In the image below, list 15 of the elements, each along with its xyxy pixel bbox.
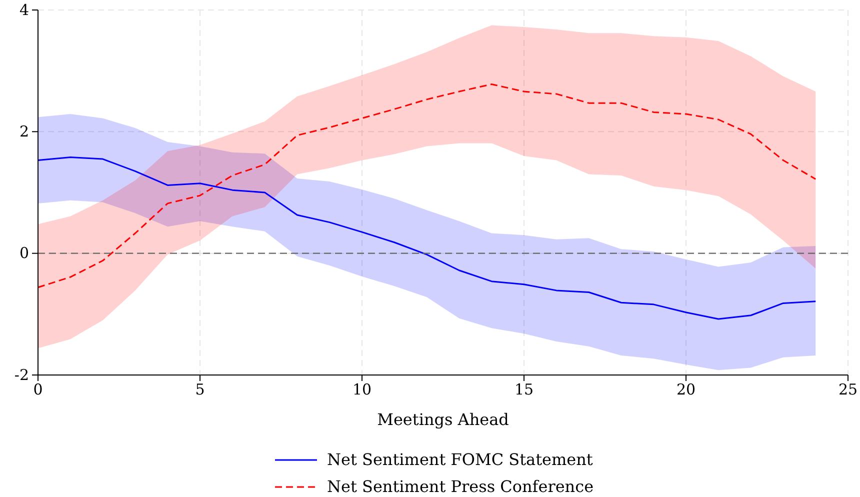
y-tick-label: 2 xyxy=(19,122,29,140)
y-tick-label: -2 xyxy=(14,366,29,384)
x-tick-label: 15 xyxy=(514,380,534,399)
x-axis-title: Meetings Ahead xyxy=(377,410,509,429)
line-series xyxy=(37,156,816,320)
x-tick-label: 0 xyxy=(33,380,43,399)
y-tick-label: 4 xyxy=(19,0,29,19)
x-tick-label: 25 xyxy=(838,380,858,399)
legend-label: Net Sentiment Press Conference xyxy=(327,477,594,496)
y-tick-label: 0 xyxy=(19,244,29,262)
x-tick-label: 20 xyxy=(676,380,696,399)
legend-label: Net Sentiment FOMC Statement xyxy=(327,450,594,469)
line-series xyxy=(37,83,816,288)
x-tick-label: 5 xyxy=(195,380,205,399)
x-tick-label: 10 xyxy=(352,380,372,399)
